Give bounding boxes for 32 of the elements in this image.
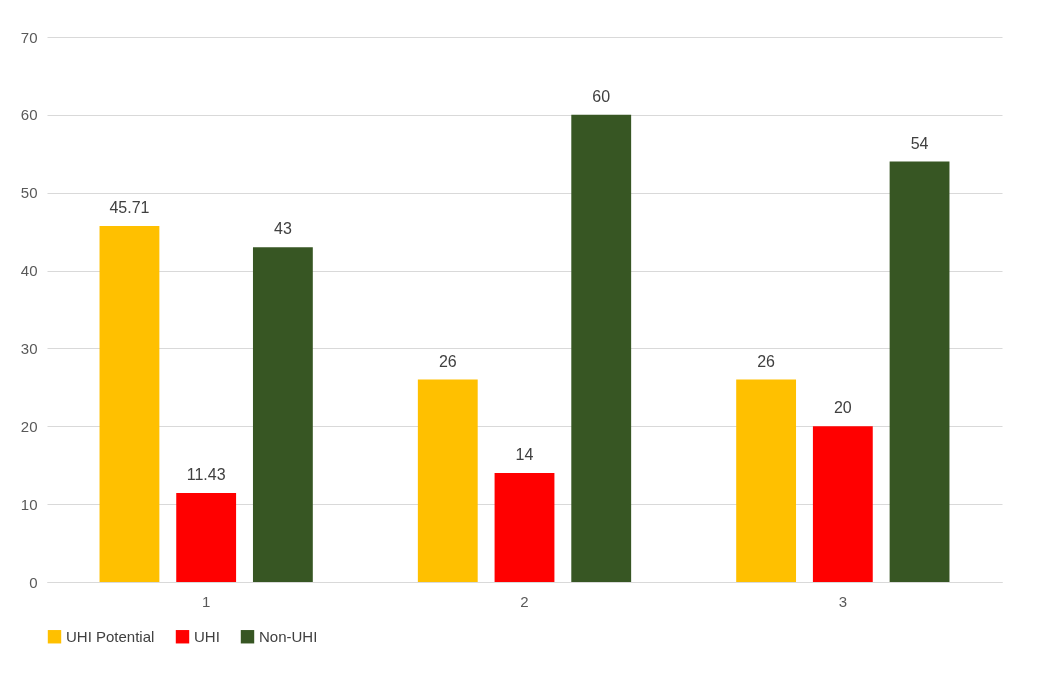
bar xyxy=(736,379,797,582)
bar xyxy=(571,114,632,582)
y-tick-label: 10 xyxy=(20,495,38,513)
y-tick-label: 60 xyxy=(20,106,38,124)
legend-label: UHI Potential xyxy=(66,627,155,645)
data-label: 26 xyxy=(438,352,457,370)
bar xyxy=(99,226,160,582)
data-label: 45.71 xyxy=(109,199,150,217)
legend-label: Non-UHI xyxy=(259,627,318,645)
legend-label: UHI xyxy=(194,627,220,645)
y-tick-label: 20 xyxy=(20,417,38,435)
y-tick-label: 0 xyxy=(29,573,38,591)
y-tick-label: 70 xyxy=(20,28,38,46)
data-label: 26 xyxy=(757,352,776,370)
data-label: 54 xyxy=(910,134,929,152)
x-tick-label: 3 xyxy=(838,592,848,610)
data-label: 14 xyxy=(515,446,534,463)
data-label: 11.43 xyxy=(186,466,226,484)
bar xyxy=(494,473,555,582)
y-tick-label: 30 xyxy=(20,339,38,357)
bar xyxy=(889,161,950,582)
bar xyxy=(252,247,313,582)
bar xyxy=(176,493,237,582)
x-tick-label: 1 xyxy=(201,592,211,610)
bar xyxy=(417,379,478,582)
data-label: 60 xyxy=(592,87,611,105)
data-label: 43 xyxy=(273,220,292,238)
bar xyxy=(812,426,873,582)
x-tick-label: 2 xyxy=(520,592,529,610)
data-label: 20 xyxy=(833,399,852,417)
y-tick-label: 50 xyxy=(20,184,38,202)
y-tick-label: 40 xyxy=(20,262,38,280)
